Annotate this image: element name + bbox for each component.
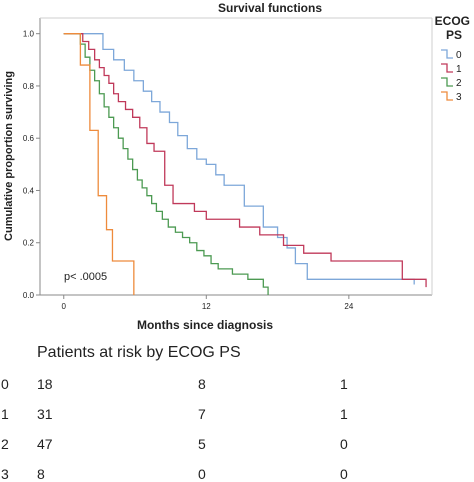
risk-cell: 0: [340, 436, 348, 452]
y-tick-label: 0.0: [23, 291, 35, 300]
risk-table: Patients at risk by ECOG PS 0 18 8 1 1 31 7 1 2 4…: [0, 340, 474, 482]
y-tick-label: 1.0: [23, 30, 35, 39]
x-tick-label: 0: [62, 302, 67, 311]
legend-swatch-ecog-3: [441, 91, 453, 101]
survival-curve-ecog-3: [63, 33, 135, 295]
legend-label-ecog-0: 0: [456, 50, 462, 61]
risk-cell: 8: [198, 376, 206, 392]
x-axis-label: Months since diagnosis: [137, 318, 273, 332]
axes: [39, 17, 433, 296]
x-tick-label: 24: [344, 302, 353, 311]
p-value-annotation: p< .0005: [64, 271, 107, 283]
risk-cell: 1: [340, 406, 348, 422]
risk-cell: 18: [37, 376, 53, 392]
legend: ECOG PS 0 1 2 3: [435, 14, 474, 103]
risk-cell: 0: [198, 466, 206, 482]
risk-cell: 31: [37, 406, 53, 422]
y-tick-label: 0.6: [23, 134, 35, 143]
risk-cell: 1: [340, 376, 348, 392]
legend-swatch-ecog-1: [441, 63, 453, 73]
chart-title: Survival functions: [218, 1, 322, 15]
y-tick-label: 0.2: [23, 239, 35, 248]
legend-title: ECOG PS: [435, 14, 474, 42]
legend-label-ecog-3: 3: [456, 92, 462, 103]
risk-cell: 7: [198, 406, 206, 422]
risk-row-label: 2: [1, 436, 9, 452]
risk-cell: 0: [340, 466, 348, 482]
legend-swatch-ecog-2: [441, 77, 453, 87]
legend-label-ecog-2: 2: [456, 78, 462, 89]
survival-curve-ecog-1: [63, 33, 427, 288]
risk-row-label: 3: [1, 466, 9, 482]
legend-swatch-ecog-0: [441, 49, 453, 59]
risk-row-label: 0: [1, 376, 9, 392]
y-axis-label: Cumulative proportion surviving: [3, 71, 15, 241]
survival-chart: Survival functions 0.0 0.2 0.4 0.6 0.8 1.0 0 1…: [3, 1, 474, 332]
risk-table-title: Patients at risk by ECOG PS: [37, 344, 241, 361]
survival-curve-ecog-2: [63, 33, 269, 295]
risk-row-label: 1: [1, 406, 9, 422]
risk-cell: 8: [37, 466, 45, 482]
risk-cell: 47: [37, 436, 53, 452]
x-tick-label: 12: [202, 302, 211, 311]
survival-curve-ecog-0: [63, 33, 415, 285]
risk-cell: 5: [198, 436, 206, 452]
legend-label-ecog-1: 1: [456, 64, 462, 75]
y-tick-label: 0.8: [23, 82, 35, 91]
y-tick-label: 0.4: [23, 186, 35, 195]
